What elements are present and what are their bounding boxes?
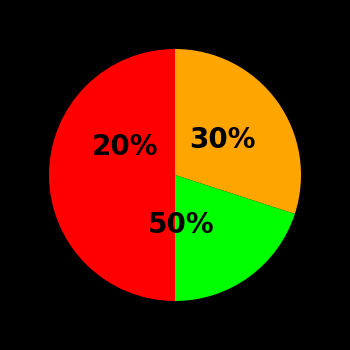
Text: 30%: 30% xyxy=(190,126,256,154)
Wedge shape xyxy=(175,49,301,214)
Wedge shape xyxy=(49,49,175,301)
Wedge shape xyxy=(175,175,295,301)
Text: 50%: 50% xyxy=(148,211,215,239)
Text: 20%: 20% xyxy=(91,133,158,161)
